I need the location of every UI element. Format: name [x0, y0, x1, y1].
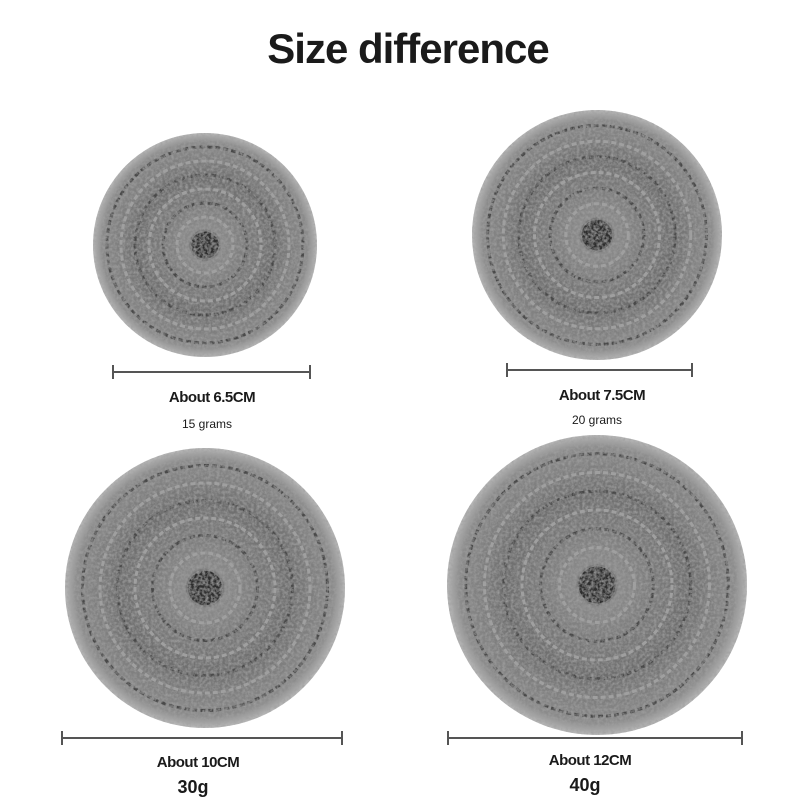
- coil-ring: [501, 489, 693, 681]
- steel-wool-ball: [93, 133, 317, 357]
- scrubber-item: About 7.5CM 20 grams: [472, 110, 722, 427]
- coil-ring: [464, 452, 730, 718]
- steel-wool-ball: [472, 110, 722, 360]
- coil-ring: [533, 171, 661, 299]
- coil-ring: [486, 124, 708, 346]
- ball-center: [189, 229, 221, 261]
- scrubber-item: About 12CM 40g: [447, 435, 747, 795]
- coil-ring: [558, 546, 636, 624]
- coil-ring: [116, 499, 294, 677]
- scrubber-item: About 6.5CM 15 grams: [93, 133, 317, 431]
- coil-ring: [119, 159, 291, 331]
- weight-label: 30g: [177, 777, 208, 797]
- coil-ring: [517, 155, 677, 315]
- coil-ring: [133, 173, 277, 317]
- coil-ring: [483, 471, 711, 699]
- coil-ring: [564, 202, 630, 268]
- coil-ring: [133, 516, 277, 660]
- size-label: About 12CM: [549, 752, 632, 769]
- steel-wool-ball: [65, 448, 345, 728]
- coil-ring: [151, 534, 259, 642]
- ball-center: [579, 217, 615, 253]
- coil-ring: [548, 186, 646, 284]
- coil-ring: [501, 139, 693, 331]
- size-label: About 10CM: [157, 754, 240, 771]
- coil-ring: [105, 145, 305, 345]
- steel-wool-ball: [447, 435, 747, 735]
- coil-ring: [520, 508, 674, 662]
- coil-ring: [168, 551, 242, 625]
- coil-ring: [98, 481, 312, 695]
- weight-label: 15 grams: [182, 417, 232, 431]
- ball-center: [576, 564, 618, 606]
- title: Size difference: [267, 25, 548, 72]
- scrubber-item: About 10CM 30g: [61, 448, 345, 797]
- coil-ring: [161, 201, 249, 289]
- weight-label: 40g: [569, 775, 600, 795]
- weight-label: 20 grams: [572, 413, 622, 427]
- size-label: About 7.5CM: [559, 387, 645, 404]
- size-label: About 6.5CM: [169, 389, 255, 406]
- ball-center: [185, 568, 225, 608]
- coil-ring: [175, 215, 235, 275]
- coil-ring: [539, 527, 655, 643]
- coil-ring: [81, 464, 329, 712]
- coil-ring: [147, 187, 263, 303]
